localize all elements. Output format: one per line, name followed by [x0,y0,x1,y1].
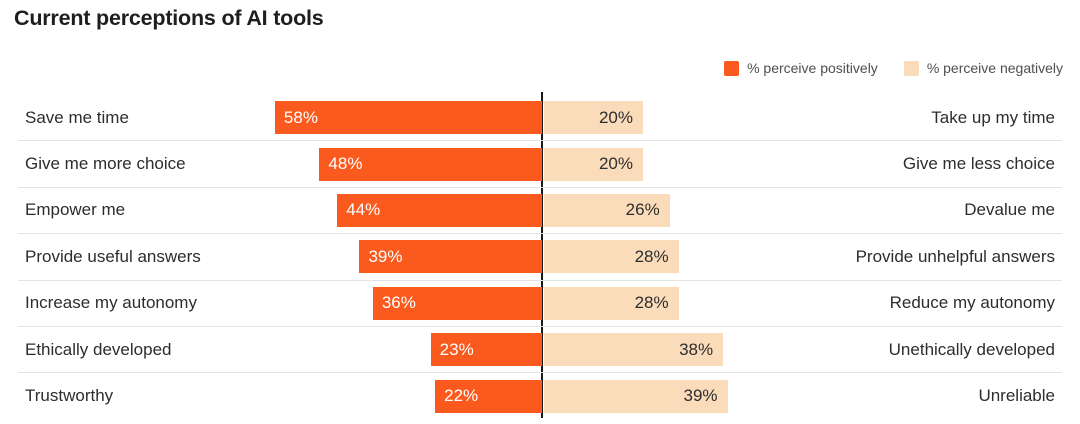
chart-row: Give me more choice 48% 20% Give me less ch… [18,141,1062,188]
legend-label-negative: % perceive negatively [926,60,1063,76]
legend-swatch-negative-icon [903,60,919,76]
chart-row: Trustworthy 22% 39% Unreliable [18,373,1062,418]
row-label-positive: Empower me [25,200,126,220]
legend-item-negative: % perceive negatively [903,60,1063,76]
negative-bar: 38% [544,333,724,367]
negative-bar: 20% [544,101,643,135]
negative-bar: 20% [544,147,643,181]
positive-bar: 58% [274,101,542,135]
row-label-negative: Provide unhelpful answers [855,246,1055,266]
positive-bar: 23% [430,333,542,367]
chart-row: Empower me 44% 26% Devalue me [18,188,1062,235]
row-label-negative: Take up my time [931,107,1055,127]
positive-value-label: 44% [346,200,381,220]
negative-value-label: 28% [634,293,669,313]
negative-bar: 28% [544,240,679,274]
negative-value-label: 20% [598,107,633,127]
row-label-positive: Provide useful answers [25,246,201,266]
chart-legend: % perceive positively % perceive negativ… [724,60,1063,76]
row-label-negative: Unethically developed [888,339,1055,359]
row-label-positive: Ethically developed [25,339,172,359]
row-label-positive: Save me time [25,107,129,127]
chart-row: Increase my autonomy 36% 28% Reduce my auto… [18,281,1062,327]
row-label-positive: Trustworthy [25,386,114,406]
row-label-negative: Devalue me [964,200,1055,220]
positive-bar: 39% [359,240,542,274]
negative-value-label: 20% [598,154,633,174]
negative-value-label: 38% [679,339,714,359]
positive-value-label: 23% [439,339,474,359]
row-label-negative: Reduce my autonomy [889,293,1055,313]
positive-bar: 22% [435,379,542,413]
row-label-negative: Unreliable [978,386,1055,406]
negative-value-label: 28% [634,246,669,266]
row-label-positive: Give me more choice [25,154,186,174]
chart-rows: Save me time 58% 20% Take up my time Give me… [18,92,1062,419]
positive-value-label: 58% [283,107,318,127]
positive-bar: 36% [372,286,542,320]
chart-row: Save me time 58% 20% Take up my time [18,95,1062,142]
negative-value-label: 26% [625,200,660,220]
chart-title: Current perceptions of AI tools [14,6,324,30]
chart-row: Ethically developed 23% 38% Unethically dev… [18,327,1062,374]
center-axis-line [541,92,543,418]
legend-label-positive: % perceive positively [747,60,878,76]
row-label-positive: Increase my autonomy [25,293,197,313]
positive-bar: 44% [337,193,542,227]
negative-value-label: 39% [683,386,718,406]
chart-row: Provide useful answers 39% 28% Provide unhe… [18,234,1062,281]
row-label-negative: Give me less choice [902,154,1055,174]
negative-bar: 39% [544,379,728,413]
negative-bar: 26% [544,193,670,227]
legend-item-positive: % perceive positively [724,60,878,76]
negative-bar: 28% [544,286,679,320]
positive-bar: 48% [319,147,542,181]
positive-value-label: 39% [368,246,403,266]
positive-value-label: 22% [444,386,479,406]
positive-value-label: 36% [381,293,416,313]
positive-value-label: 48% [328,154,363,174]
legend-swatch-positive-icon [724,60,740,76]
